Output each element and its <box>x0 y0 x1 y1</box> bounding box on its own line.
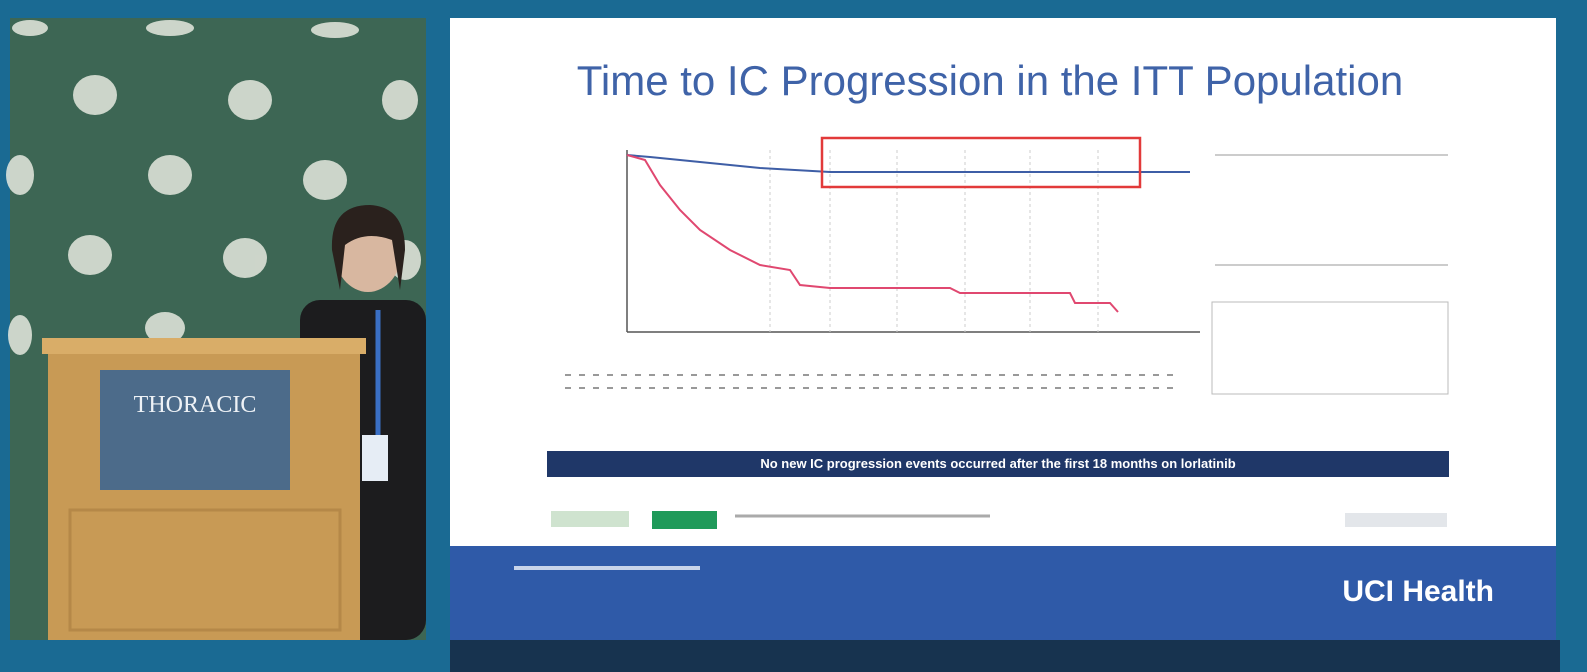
stats-table <box>1211 154 1449 395</box>
stage-backdrop <box>450 640 1560 672</box>
footer-brand: UCI Health <box>1342 575 1494 608</box>
podium-sign: THORACIC <box>134 392 257 418</box>
banner-bar <box>547 451 1449 477</box>
banner-text: No new IC progression events occurred af… <box>760 456 1235 471</box>
lorlatinib-curve <box>626 154 1190 173</box>
slide-logos <box>551 511 1447 529</box>
speaker-video: THORACIC <box>6 18 426 640</box>
slide-title: Time to IC Progression in the ITT Popula… <box>577 57 1403 104</box>
guide-lines <box>769 150 1099 332</box>
podium: THORACIC <box>42 338 366 640</box>
risk-table <box>565 374 1180 389</box>
slide-footer <box>450 546 1556 640</box>
highlight-box <box>820 136 1142 189</box>
slide: Time to IC Progression in the ITT Popula… <box>450 18 1556 640</box>
podium-sign-panel <box>100 370 290 490</box>
km-chart <box>565 136 1200 389</box>
backdrop-logos <box>6 20 421 355</box>
crizotinib-curve <box>626 154 1119 313</box>
